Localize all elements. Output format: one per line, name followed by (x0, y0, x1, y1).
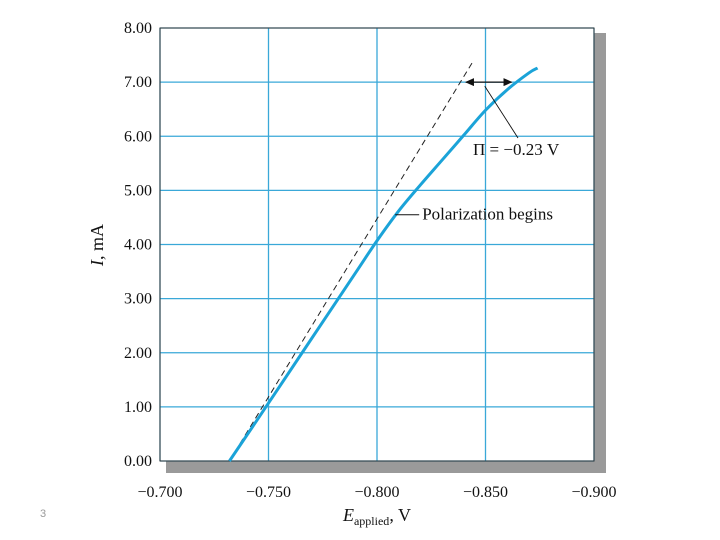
y-tick-label: 5.00 (124, 182, 152, 199)
x-tick-label: −0.750 (246, 484, 291, 501)
x-tick-label: −0.800 (354, 484, 399, 501)
y-tick-label: 2.00 (124, 345, 152, 362)
x-tick-labels: −0.700 −0.750 −0.800 −0.850 −0.900 (137, 484, 616, 501)
y-tick-label: 0.00 (124, 453, 152, 470)
y-tick-label: 8.00 (124, 20, 152, 37)
plot-border (159, 27, 595, 462)
x-axis-title: Eapplied, V (342, 505, 411, 528)
x-tick-label: −0.850 (463, 484, 508, 501)
y-tick-label: 7.00 (124, 74, 152, 91)
current-curve (228, 66, 539, 462)
y-tick-label: 6.00 (124, 128, 152, 145)
x-tick-label: −0.900 (571, 484, 616, 501)
x-axis-title-subscript: applied (354, 514, 389, 528)
y-tick-label: 3.00 (124, 291, 152, 308)
y-axis-title: I, mA (87, 224, 107, 267)
dashed-ideal-line (229, 60, 474, 462)
x-axis-title-unit: , V (389, 505, 411, 525)
y-tick-label: 1.00 (124, 399, 152, 416)
x-axis-title-main: E (342, 505, 354, 525)
overpotential-leader (484, 85, 519, 139)
slide-number: 3 (40, 508, 47, 520)
y-axis-title-main: I (87, 259, 107, 267)
y-tick-labels: 0.00 1.00 2.00 3.00 4.00 5.00 6.00 7.00 8.00 (124, 20, 152, 470)
y-axis-title-unit: , mA (87, 224, 107, 260)
overpotential-label: Π = −0.23 V (473, 140, 560, 159)
x-tick-label: −0.700 (137, 484, 182, 501)
polarization-label: Polarization begins (422, 205, 553, 224)
y-tick-label: 4.00 (124, 237, 152, 254)
